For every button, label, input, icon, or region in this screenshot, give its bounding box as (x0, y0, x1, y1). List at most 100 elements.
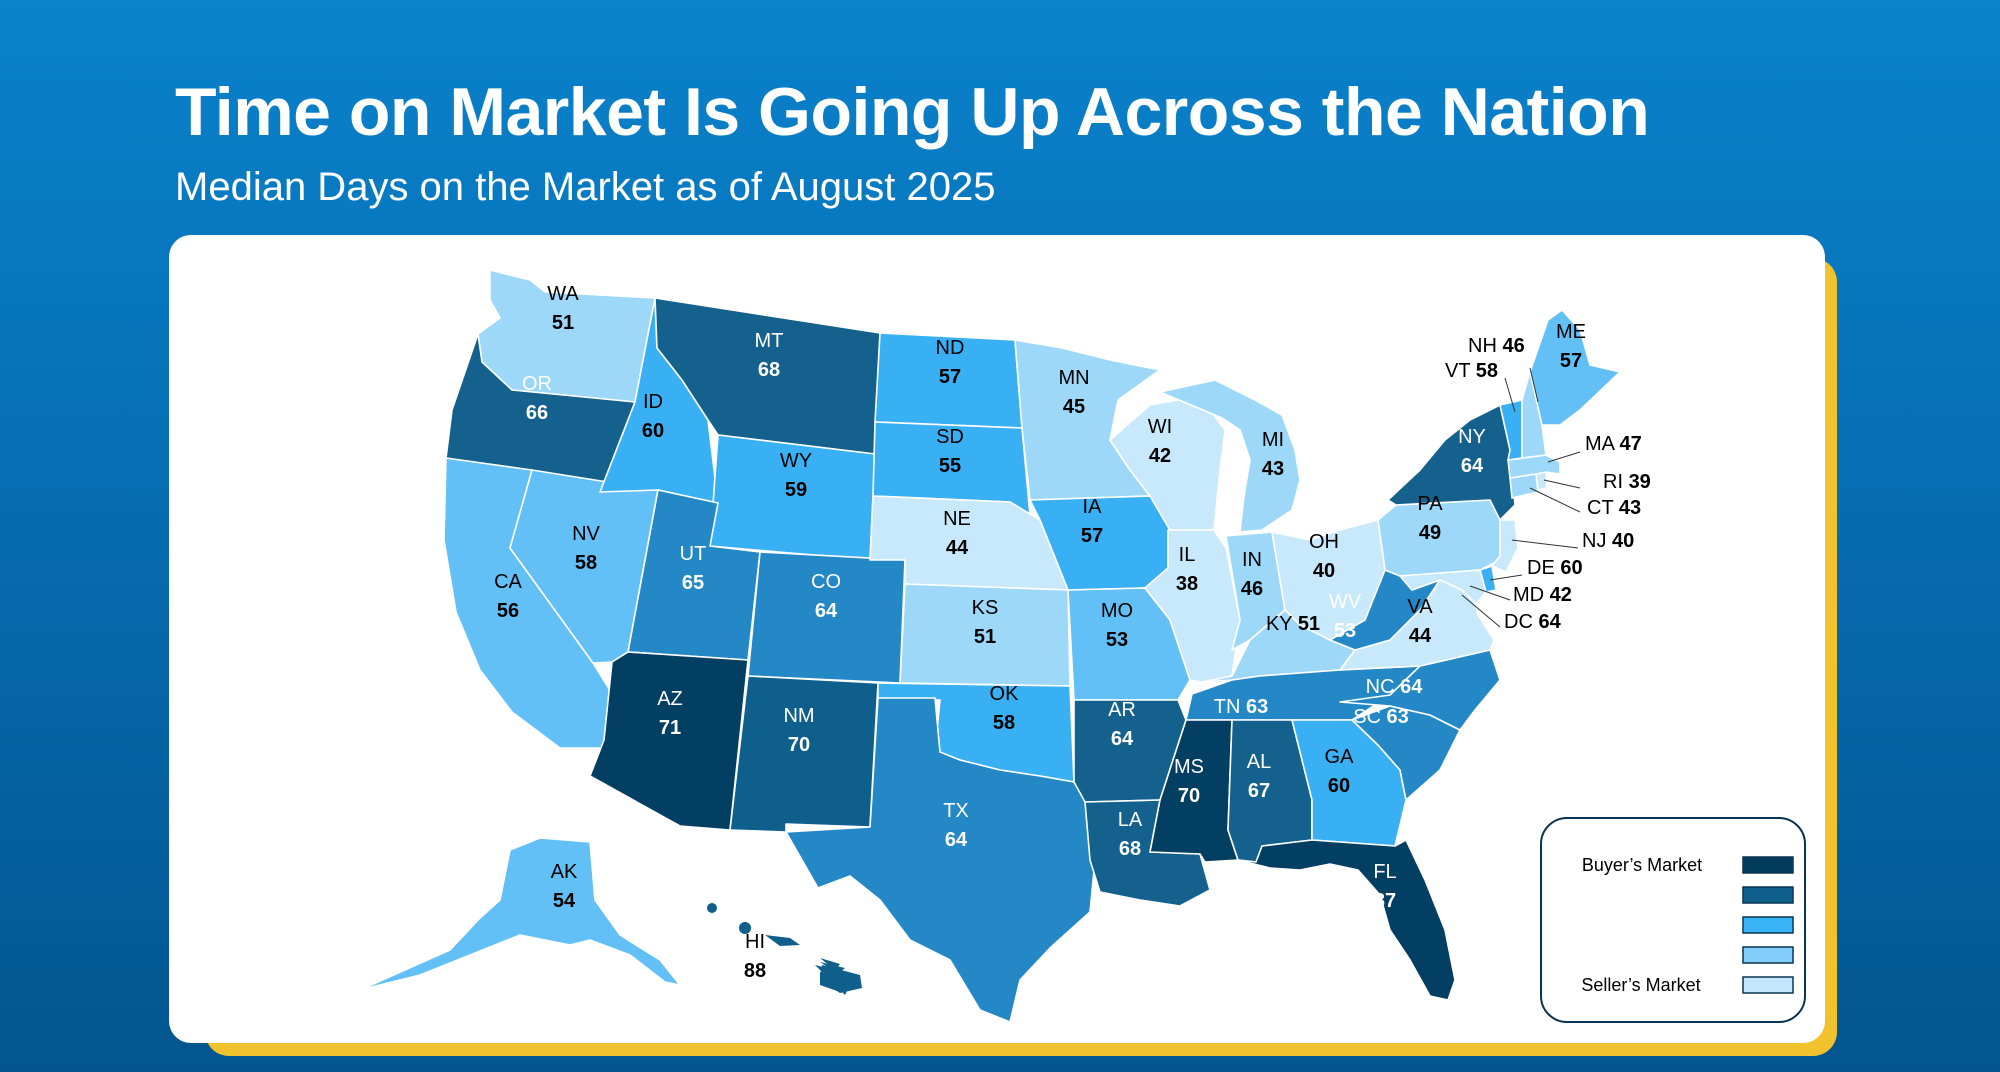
state-abbr: TX (943, 800, 969, 822)
state-value: 57 (939, 366, 961, 388)
state-label-inline: TN 63 (1214, 696, 1268, 718)
label-MS: MS 70 (1174, 756, 1204, 807)
state-abbr: ND (936, 337, 965, 359)
state-MI[interactable] (1159, 379, 1301, 533)
state-value: 58 (575, 552, 597, 574)
label-MT: MT 68 (755, 330, 784, 381)
state-value: 87 (1374, 890, 1396, 912)
state-TX[interactable] (785, 697, 1096, 1023)
state-abbr: CT (1587, 497, 1619, 519)
state-value: 58 (1476, 360, 1498, 382)
state-value: 38 (1176, 573, 1198, 595)
label-IA: IA 57 (1081, 496, 1103, 547)
state-value: 44 (946, 537, 969, 559)
state-value: 64 (815, 600, 838, 622)
label-NH: NH 46 (1468, 335, 1525, 357)
state-value: 46 (1502, 335, 1524, 357)
label-PA: PA 49 (1417, 493, 1443, 544)
legend-swatch (1742, 856, 1794, 874)
state-value: 53 (1334, 620, 1356, 642)
state-value: 65 (682, 572, 704, 594)
label-NC: NC 64 (1366, 676, 1424, 698)
legend-swatch (1742, 886, 1794, 904)
state-value: 51 (1298, 613, 1320, 635)
state-abbr: HI (745, 931, 765, 953)
state-value: 56 (497, 600, 519, 622)
state-value: 63 (1387, 706, 1409, 728)
state-abbr: NV (572, 523, 600, 545)
state-value: 64 (945, 829, 968, 851)
state-HI[interactable] (707, 903, 862, 995)
label-OH: OH 40 (1309, 531, 1339, 582)
state-value: 68 (1119, 838, 1141, 860)
state-abbr: AZ (657, 688, 683, 710)
state-abbr: MA (1585, 433, 1619, 455)
state-value: 45 (1063, 396, 1085, 418)
state-abbr: IA (1083, 496, 1103, 518)
legend-sellers-label: Seller’s Market (1581, 975, 1700, 995)
state-NJ[interactable] (1491, 519, 1519, 573)
label-RI: RI 39 (1603, 471, 1651, 493)
state-AZ[interactable] (589, 651, 749, 831)
map-card: WA 51 OR 66 CA 56 NV 58 ID 60 MT 68 WY 59 UT 65 AZ 71 CO 64… (169, 235, 1825, 1043)
state-value: 60 (1560, 557, 1582, 579)
legend-swatch (1742, 916, 1794, 934)
callout-label: DC 64 (1504, 611, 1562, 633)
legend: Buyer’s Market Seller’s Market (1540, 817, 1806, 1023)
state-abbr: SD (936, 426, 964, 448)
state-value: 70 (788, 734, 810, 756)
state-abbr: SC (1353, 706, 1386, 728)
label-NE: NE 44 (943, 508, 971, 559)
state-ME[interactable] (1529, 309, 1621, 426)
callout-label: MD 42 (1513, 584, 1572, 606)
state-abbr: NJ (1582, 530, 1612, 552)
legend-buyers-label: Buyer’s Market (1582, 855, 1702, 875)
state-abbr: MO (1101, 600, 1133, 622)
callout-label: MA 47 (1585, 433, 1642, 455)
state-value: 42 (1550, 584, 1572, 606)
label-MI: MI 43 (1262, 429, 1284, 480)
state-abbr: WA (547, 283, 579, 305)
label-LA: LA 68 (1118, 809, 1143, 860)
state-abbr: CA (494, 571, 522, 593)
state-MA[interactable] (1507, 454, 1561, 479)
state-label-inline: SC 63 (1353, 706, 1409, 728)
state-abbr: KY (1266, 613, 1298, 635)
state-abbr: MT (755, 330, 784, 352)
state-abbr: NM (783, 705, 814, 727)
state-abbr: LA (1118, 809, 1143, 831)
state-value: 40 (1612, 530, 1634, 552)
state-abbr: IN (1242, 549, 1262, 571)
state-AK[interactable] (359, 837, 681, 991)
label-MO: MO 53 (1101, 600, 1133, 651)
us-map: WA 51 OR 66 CA 56 NV 58 ID 60 MT 68 WY 59 UT 65 AZ 71 CO 64… (359, 269, 1806, 1023)
state-MD[interactable] (1399, 569, 1487, 605)
state-abbr: MD (1513, 584, 1550, 606)
callout-label: CT 43 (1587, 497, 1641, 519)
state-value: 39 (1629, 471, 1651, 493)
state-value: 57 (1560, 350, 1582, 372)
state-value: 54 (553, 890, 576, 912)
state-NC[interactable] (1339, 649, 1501, 731)
label-TX: TX 64 (943, 800, 969, 851)
label-KY: KY 51 (1266, 613, 1320, 635)
state-abbr: DC (1504, 611, 1538, 633)
callout-label: NJ 40 (1582, 530, 1634, 552)
state-VT[interactable] (1499, 399, 1523, 461)
label-WY: WY 59 (780, 450, 812, 501)
state-WI[interactable] (1109, 397, 1226, 531)
label-WI: WI 42 (1148, 416, 1172, 467)
label-ND: ND 57 (936, 337, 965, 388)
label-MD: MD 42 (1513, 584, 1572, 606)
page-subtitle: Median Days on the Market as of August 2… (175, 165, 996, 209)
state-NH[interactable] (1521, 371, 1547, 459)
state-NY[interactable] (1387, 404, 1516, 521)
label-DC: DC 64 (1504, 611, 1562, 633)
state-RI[interactable] (1535, 471, 1548, 491)
label-IL: IL 38 (1176, 544, 1198, 595)
label-OK: OK 58 (990, 683, 1020, 734)
state-value: 53 (1106, 629, 1128, 651)
state-FL[interactable] (1237, 839, 1456, 1001)
callout-label: RI 39 (1603, 471, 1651, 493)
label-NM: NM 70 (783, 705, 814, 756)
